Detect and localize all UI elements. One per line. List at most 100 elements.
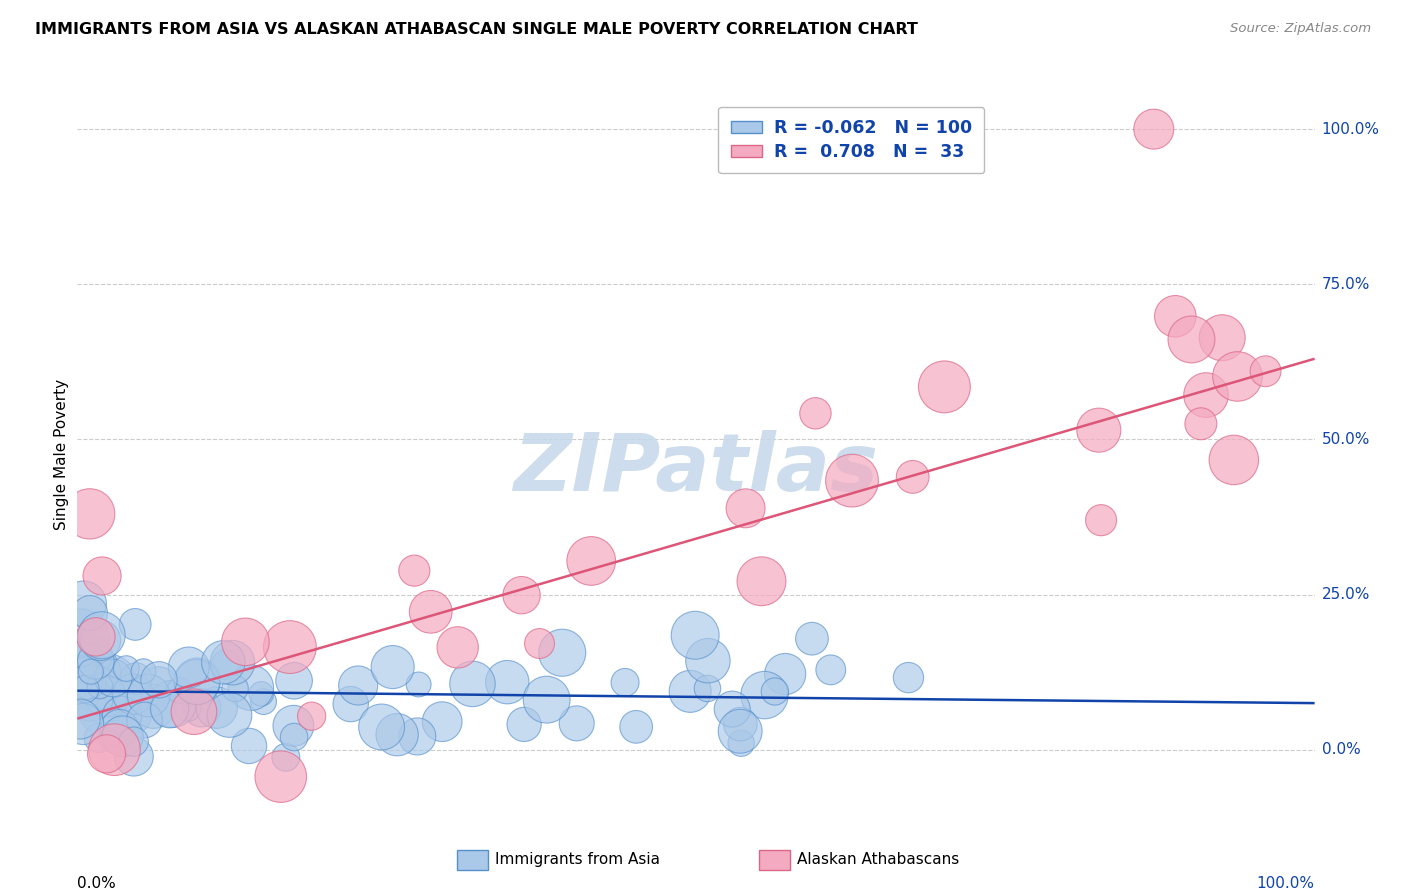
Point (406, 730, 429, 744)
Point (87, 731, 110, 745)
Point (734, 501, 756, 516)
Point (69, 712, 91, 726)
Point (111, 709, 134, 723)
Point (77, 674, 100, 689)
Point (1189, 417, 1212, 431)
Point (447, 640, 470, 655)
Text: Source: ZipAtlas.com: Source: ZipAtlas.com (1230, 22, 1371, 36)
Point (624, 720, 647, 734)
Point (224, 681, 246, 696)
Text: Immigrants from Asia: Immigrants from Asia (495, 853, 659, 867)
Point (138, 689, 160, 703)
Point (804, 406, 827, 420)
Point (79, 648, 101, 662)
Point (112, 692, 135, 706)
Point (404, 564, 426, 578)
Point (148, 673, 170, 687)
Point (103, 742, 125, 756)
Point (72, 717, 94, 731)
Point (84, 630, 107, 644)
Point (250, 687, 273, 701)
Text: 50.0%: 50.0% (1322, 432, 1369, 447)
Point (235, 635, 257, 649)
Text: 100.0%: 100.0% (1322, 121, 1379, 136)
Point (381, 660, 404, 674)
Y-axis label: Single Male Poverty: Single Male Poverty (53, 379, 69, 531)
Legend: R = -0.062   N = 100, R =  0.708   N =  33: R = -0.062 N = 100, R = 0.708 N = 33 (718, 107, 984, 173)
Point (80, 665, 103, 679)
Point (132, 664, 155, 678)
Point (252, 694, 274, 708)
Point (565, 716, 588, 731)
Point (186, 674, 208, 689)
Point (820, 663, 842, 677)
Point (190, 700, 212, 714)
Point (115, 662, 138, 676)
Point (461, 677, 484, 691)
Point (122, 709, 145, 723)
Point (169, 683, 191, 698)
Point (728, 724, 751, 739)
Point (283, 673, 305, 688)
Point (87, 681, 110, 695)
Point (177, 701, 200, 715)
Point (79, 507, 101, 521)
Point (679, 684, 702, 698)
Point (90, 628, 112, 642)
Text: IMMIGRANTS FROM ASIA VS ALASKAN ATHABASCAN SINGLE MALE POVERTY CORRELATION CHART: IMMIGRANTS FROM ASIA VS ALASKAN ATHABASC… (35, 22, 918, 37)
Point (186, 675, 208, 690)
Point (69, 666, 91, 681)
Point (104, 730, 127, 744)
Point (103, 671, 125, 685)
Point (177, 660, 200, 674)
Text: ZIPatlas: ZIPatlas (513, 430, 879, 508)
Point (1164, 310, 1187, 324)
Point (339, 697, 361, 711)
Point (91, 569, 114, 583)
Text: 100.0%: 100.0% (1257, 876, 1315, 891)
Point (773, 667, 796, 681)
Point (108, 722, 131, 736)
Point (278, 640, 301, 654)
Text: 25.0%: 25.0% (1322, 587, 1369, 602)
Point (218, 708, 240, 723)
Point (79, 677, 101, 691)
Point (125, 672, 148, 686)
Point (430, 714, 453, 729)
Point (89, 705, 111, 719)
Point (1180, 333, 1202, 347)
Point (215, 657, 238, 672)
Point (551, 646, 574, 660)
Point (76, 668, 98, 682)
Point (901, 470, 924, 484)
Point (683, 628, 706, 642)
Point (70, 630, 93, 644)
Point (124, 617, 146, 632)
Point (696, 654, 718, 668)
Point (283, 730, 305, 744)
Point (1195, 388, 1218, 402)
Point (1223, 453, 1246, 467)
Text: Alaskan Athabascans: Alaskan Athabascans (797, 853, 959, 867)
Point (239, 681, 262, 695)
Text: 0.0%: 0.0% (1322, 742, 1360, 757)
Point (513, 717, 536, 731)
Point (80, 692, 103, 706)
Point (69, 641, 91, 656)
Point (134, 713, 156, 727)
Point (1143, 122, 1166, 136)
Point (270, 770, 292, 784)
Point (148, 679, 170, 693)
Point (238, 739, 260, 753)
Point (162, 697, 184, 711)
Point (536, 692, 558, 706)
Point (1088, 423, 1111, 437)
Point (89, 679, 111, 693)
Point (142, 699, 165, 714)
Point (1254, 364, 1277, 378)
Point (730, 736, 752, 750)
Point (614, 675, 637, 690)
Point (419, 605, 441, 619)
Point (212, 656, 235, 670)
Point (730, 717, 752, 731)
